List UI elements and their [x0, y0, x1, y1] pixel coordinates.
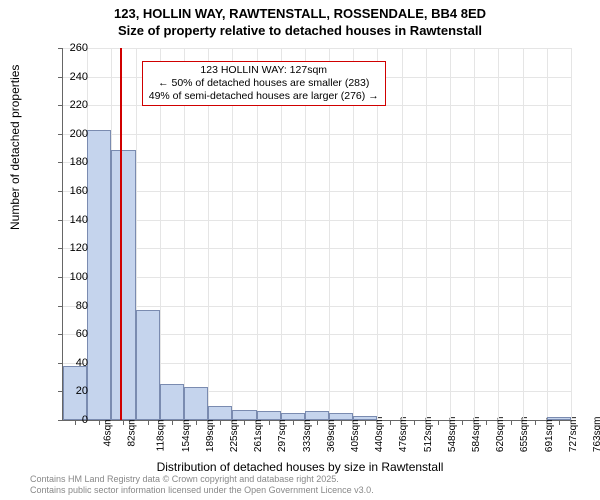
- property-size-chart: 123, HOLLIN WAY, RAWTENSTALL, ROSSENDALE…: [0, 0, 600, 500]
- x-tick-label: 369sqm: [326, 417, 337, 453]
- x-tick-label: 440sqm: [374, 417, 385, 453]
- plot-area: 46sqm82sqm118sqm154sqm189sqm225sqm261sqm…: [62, 48, 571, 421]
- y-tick-label: 60: [60, 328, 88, 340]
- gridline-v: [450, 48, 451, 420]
- x-tick-label: 763sqm: [592, 417, 600, 453]
- histogram-bar: [111, 150, 135, 420]
- x-tick-mark: [123, 420, 124, 425]
- x-tick-label: 691sqm: [544, 417, 555, 453]
- x-axis-label: Distribution of detached houses by size …: [0, 460, 600, 474]
- y-tick-label: 160: [60, 185, 88, 197]
- x-tick-label: 620sqm: [495, 417, 506, 453]
- histogram-bar: [257, 411, 281, 420]
- x-tick-label: 225sqm: [229, 417, 240, 453]
- x-tick-label: 333sqm: [302, 417, 313, 453]
- gridline-v: [474, 48, 475, 420]
- y-tick-label: 120: [60, 242, 88, 254]
- x-tick-mark: [220, 420, 221, 425]
- x-tick-label: 46sqm: [103, 417, 114, 447]
- annotation-box: 123 HOLLIN WAY: 127sqm ← 50% of detached…: [142, 61, 386, 106]
- x-tick-mark: [341, 420, 342, 425]
- gridline-v: [498, 48, 499, 420]
- gridline-v: [426, 48, 427, 420]
- chart-title-block: 123, HOLLIN WAY, RAWTENSTALL, ROSSENDALE…: [0, 0, 600, 40]
- gridline-v: [402, 48, 403, 420]
- y-tick-label: 20: [60, 385, 88, 397]
- x-tick-label: 655sqm: [519, 417, 530, 453]
- y-tick-label: 200: [60, 128, 88, 140]
- x-tick-mark: [486, 420, 487, 425]
- gridline-h: [63, 162, 571, 163]
- x-tick-mark: [196, 420, 197, 425]
- chart-title-line1: 123, HOLLIN WAY, RAWTENSTALL, ROSSENDALE…: [0, 6, 600, 23]
- x-tick-label: 297sqm: [278, 417, 289, 453]
- footnote-line1: Contains HM Land Registry data © Crown c…: [30, 474, 374, 485]
- y-tick-label: 40: [60, 357, 88, 369]
- x-tick-mark: [269, 420, 270, 425]
- y-tick-label: 260: [60, 42, 88, 54]
- reference-line: [120, 48, 122, 420]
- x-tick-mark: [365, 420, 366, 425]
- gridline-h: [63, 191, 571, 192]
- gridline-h: [63, 134, 571, 135]
- annotation-line3: 49% of semi-detached houses are larger (…: [149, 90, 379, 103]
- footnote: Contains HM Land Registry data © Crown c…: [30, 474, 374, 496]
- x-tick-label: 512sqm: [423, 417, 434, 453]
- x-tick-mark: [462, 420, 463, 425]
- footnote-line2: Contains public sector information licen…: [30, 485, 374, 496]
- chart-title-line2: Size of property relative to detached ho…: [0, 23, 600, 40]
- gridline-v: [523, 48, 524, 420]
- histogram-bar: [160, 384, 184, 420]
- y-axis-label: Number of detached properties: [8, 65, 22, 230]
- histogram-bar: [232, 410, 256, 420]
- x-tick-mark: [414, 420, 415, 425]
- gridline-h: [63, 220, 571, 221]
- gridline-h: [63, 248, 571, 249]
- x-tick-mark: [559, 420, 560, 425]
- y-tick-label: 0: [60, 414, 88, 426]
- gridline-h: [63, 48, 571, 49]
- x-tick-mark: [172, 420, 173, 425]
- x-tick-label: 405sqm: [350, 417, 361, 453]
- gridline-v: [547, 48, 548, 420]
- x-tick-label: 727sqm: [568, 417, 579, 453]
- x-tick-mark: [317, 420, 318, 425]
- x-tick-mark: [511, 420, 512, 425]
- annotation-line1: 123 HOLLIN WAY: 127sqm: [149, 64, 379, 77]
- x-tick-label: 261sqm: [253, 417, 264, 453]
- y-tick-label: 180: [60, 156, 88, 168]
- y-tick-label: 80: [60, 300, 88, 312]
- histogram-bar: [281, 413, 305, 420]
- y-tick-label: 220: [60, 99, 88, 111]
- gridline-h: [63, 277, 571, 278]
- x-tick-mark: [244, 420, 245, 425]
- histogram-bar: [136, 310, 160, 420]
- x-tick-mark: [99, 420, 100, 425]
- x-tick-label: 584sqm: [471, 417, 482, 453]
- x-tick-mark: [293, 420, 294, 425]
- x-tick-mark: [438, 420, 439, 425]
- gridline-h: [63, 306, 571, 307]
- x-tick-mark: [535, 420, 536, 425]
- y-tick-label: 140: [60, 214, 88, 226]
- x-tick-label: 189sqm: [205, 417, 216, 453]
- histogram-bar: [87, 130, 111, 420]
- histogram-bar: [305, 411, 329, 420]
- x-tick-mark: [148, 420, 149, 425]
- x-tick-label: 476sqm: [398, 417, 409, 453]
- gridline-v: [571, 48, 572, 420]
- x-tick-label: 154sqm: [181, 417, 192, 453]
- histogram-bar: [329, 413, 353, 420]
- y-tick-label: 100: [60, 271, 88, 283]
- x-tick-label: 548sqm: [447, 417, 458, 453]
- y-tick-label: 240: [60, 71, 88, 83]
- x-tick-mark: [390, 420, 391, 425]
- annotation-line2: ← 50% of detached houses are smaller (28…: [149, 77, 379, 90]
- histogram-bar: [208, 406, 232, 420]
- x-tick-label: 118sqm: [156, 417, 167, 452]
- x-tick-label: 82sqm: [127, 417, 138, 447]
- histogram-bar: [184, 387, 208, 420]
